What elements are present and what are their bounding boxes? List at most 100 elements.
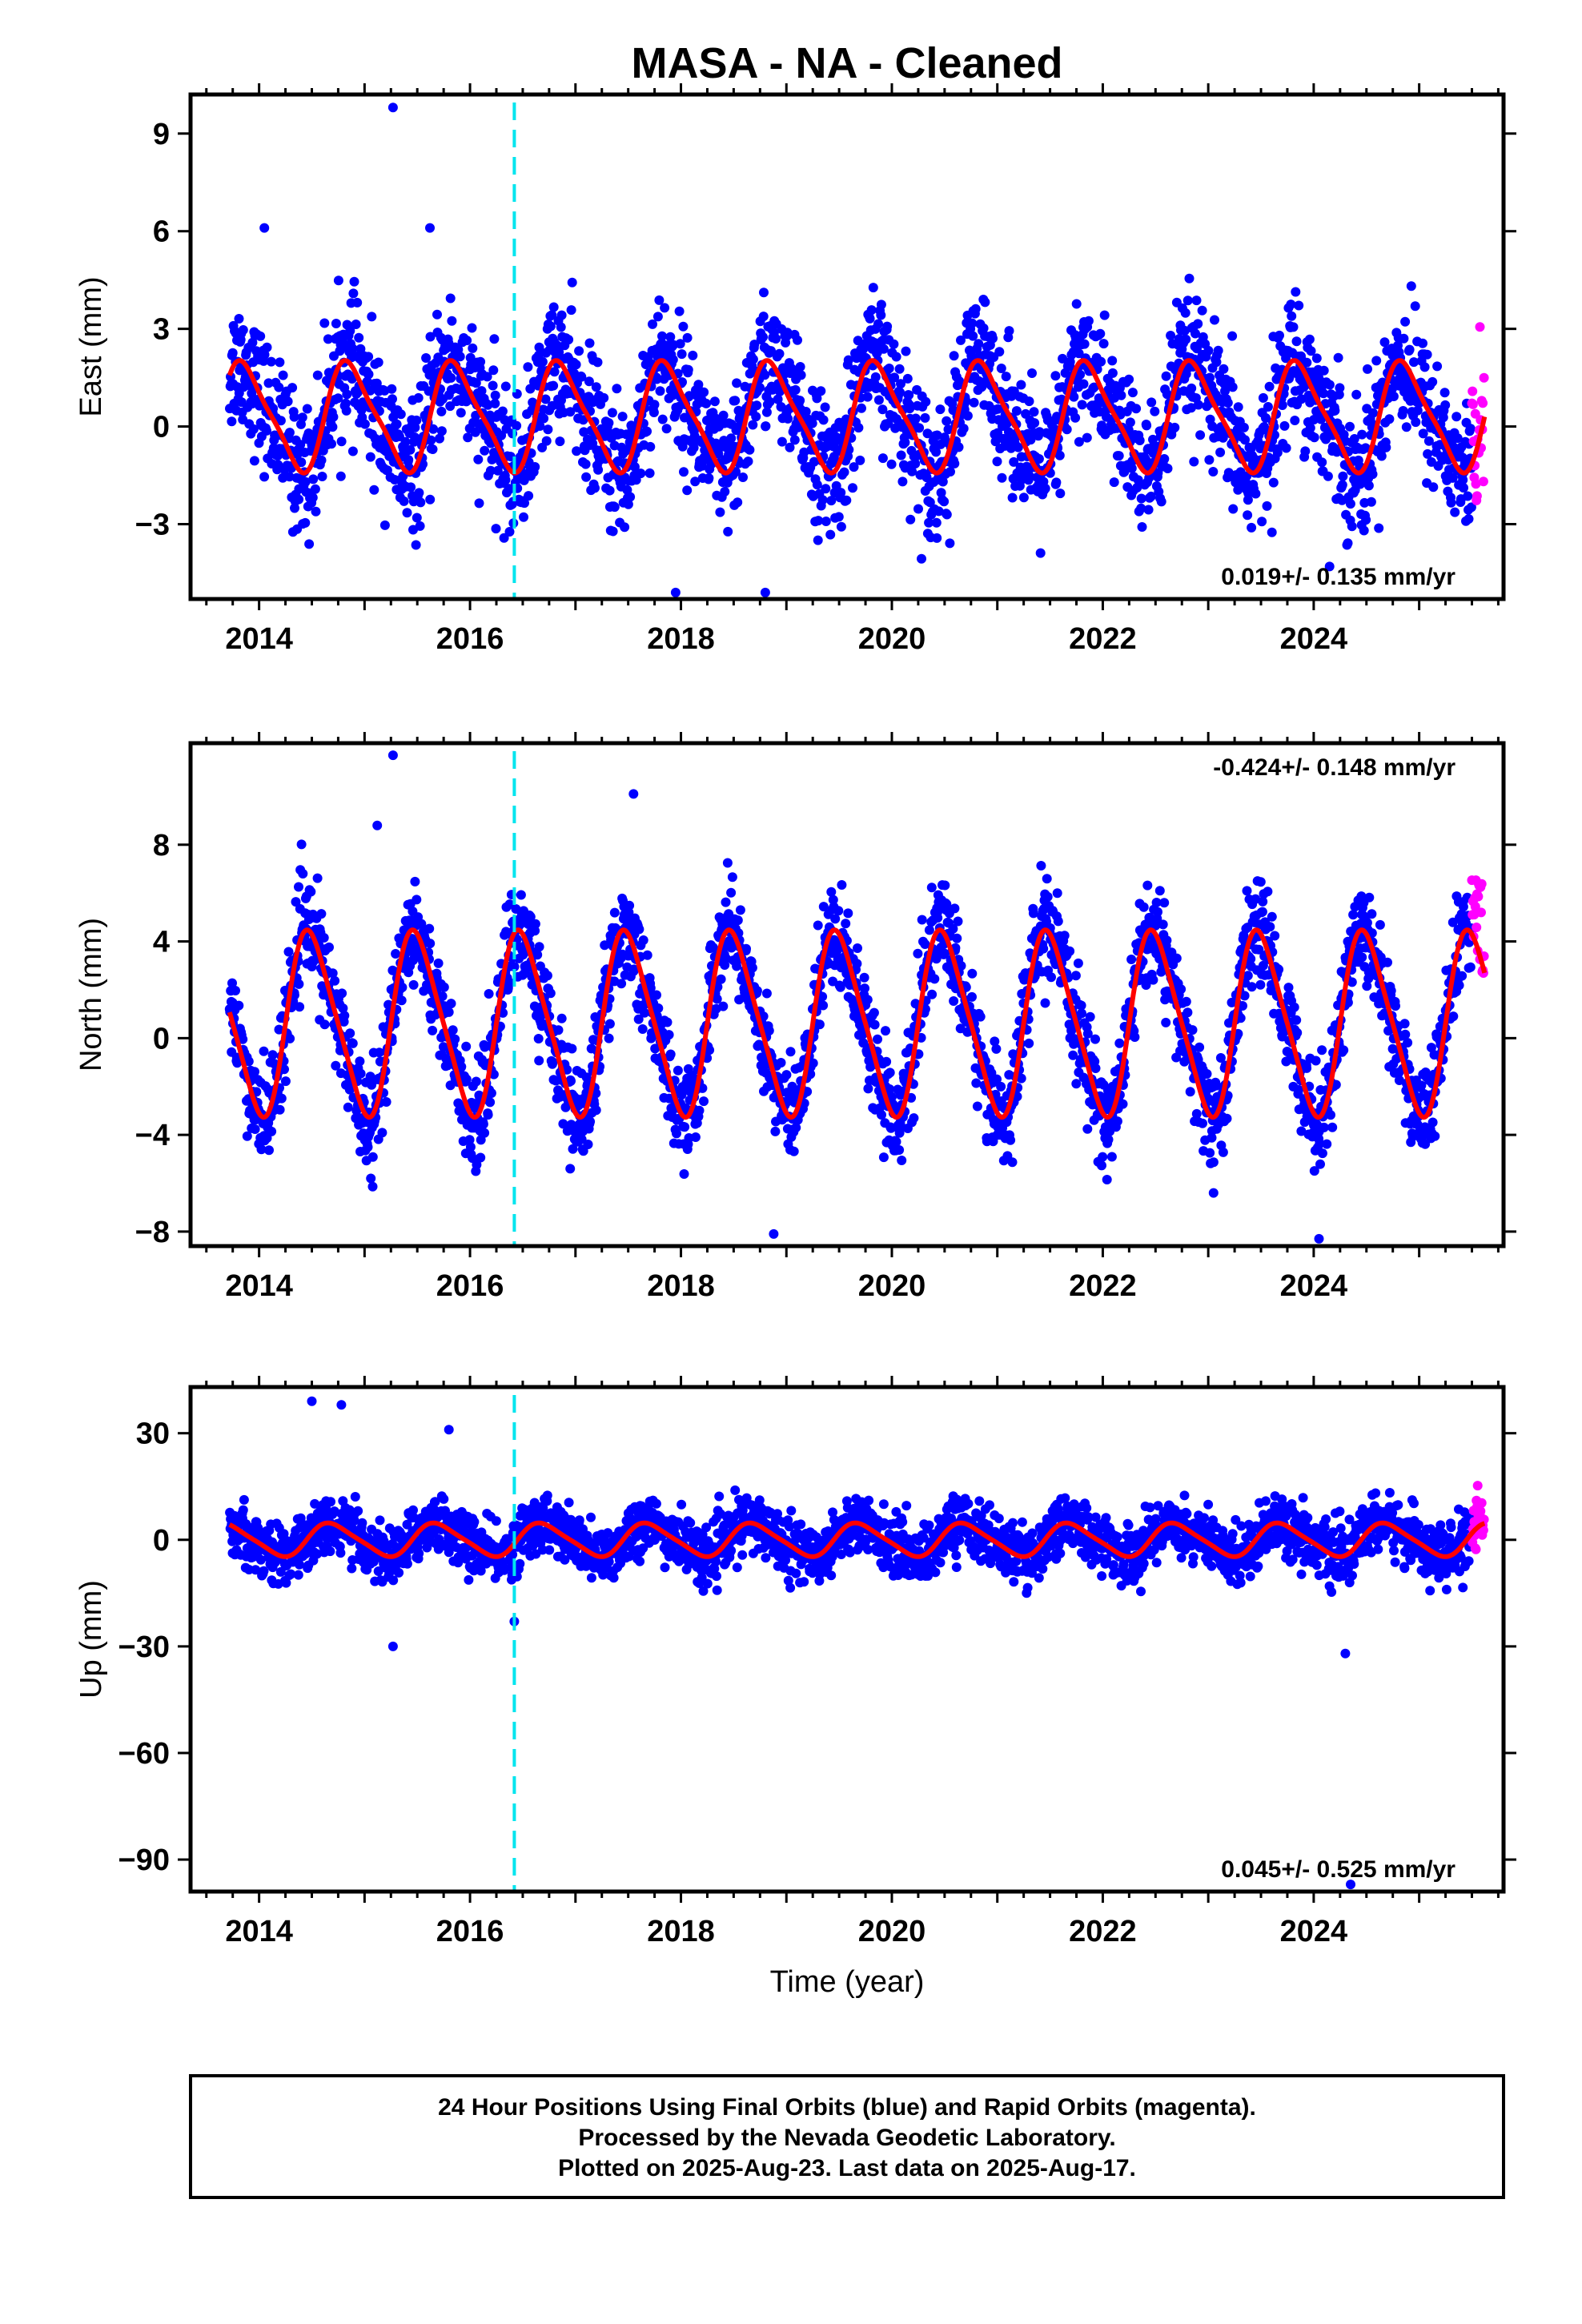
data-point [590,483,600,493]
data-point [920,412,930,423]
data-point [316,455,327,465]
data-point [347,446,358,456]
data-point [450,1034,460,1044]
data-point [689,443,699,453]
data-point [484,989,494,999]
data-point [675,339,685,349]
data-point [1159,454,1170,464]
data-point [400,436,411,447]
data-point [1267,527,1277,537]
data-point [306,887,316,897]
data-point [574,346,584,356]
data-point [333,393,343,404]
data-point [421,353,432,363]
data-point [1062,424,1072,435]
data-point [969,397,979,408]
data-point [1089,382,1099,392]
y-tick-label: 9 [153,118,170,151]
data-point [945,538,955,549]
data-point [952,933,962,943]
data-point [294,882,303,892]
data-point [1193,400,1203,410]
data-point [942,899,952,909]
data-point [412,513,422,523]
data-point [688,350,698,360]
data-point [1171,953,1182,963]
data-point [1058,353,1068,364]
data-point [604,1033,614,1043]
y-tick-label: 3 [153,313,170,347]
data-point [755,383,765,393]
data-point [1074,436,1084,447]
data-point [933,913,943,923]
data-point [1411,417,1421,428]
data-point [304,539,315,549]
data-point [801,407,811,416]
data-point [876,310,886,320]
data-point [311,506,321,517]
data-point [1361,515,1371,525]
data-point [930,974,940,984]
data-point [485,1097,496,1108]
data-point [275,357,285,368]
data-point [865,313,875,324]
data-point [1384,414,1395,424]
data-point [564,335,574,345]
data-point [297,412,307,423]
data-point [967,991,977,1002]
data-point [1376,451,1387,461]
data-point [1156,497,1166,507]
data-point [1195,430,1206,440]
data-point [275,416,286,426]
data-point [523,362,533,372]
data-point [1363,364,1372,374]
data-point [967,318,978,328]
data-point [399,496,409,506]
data-point [294,979,304,989]
data-point [1300,446,1311,456]
data-point [1074,348,1084,359]
data-point [387,394,397,404]
data-point [319,1019,330,1030]
data-point [949,996,959,1006]
data-point [1309,432,1319,443]
data-point [814,1019,825,1030]
data-point [868,283,878,293]
chart-title: MASA - NA - Cleaned [631,39,1062,87]
data-point [857,403,866,413]
data-point [1170,422,1180,432]
data-point [1176,984,1186,995]
data-point [716,974,726,984]
data-point [1065,946,1075,956]
data-point [1291,287,1301,297]
data-point [1463,491,1473,501]
data-point [722,858,733,868]
data-point [1399,333,1409,344]
data-point [1368,408,1378,418]
data-point [837,880,847,890]
data-point [500,475,511,485]
data-point [657,414,668,424]
data-point [701,398,712,408]
data-point [1180,308,1191,318]
data-point [327,439,336,449]
data-point [1098,339,1109,349]
data-point [1132,483,1142,493]
data-point [289,412,299,422]
data-point [367,312,377,322]
data-point [996,364,1006,373]
data-point [1153,907,1162,917]
data-point [1126,463,1137,473]
data-point [1227,331,1238,341]
data-point [1203,345,1214,356]
data-point [607,408,617,418]
data-point [1428,482,1439,493]
data-point [285,1033,295,1043]
data-point [534,1055,544,1066]
data-point [1319,365,1329,376]
data-point [809,456,819,467]
data-point [946,467,955,476]
data-point [410,422,420,432]
data-point [336,436,347,447]
